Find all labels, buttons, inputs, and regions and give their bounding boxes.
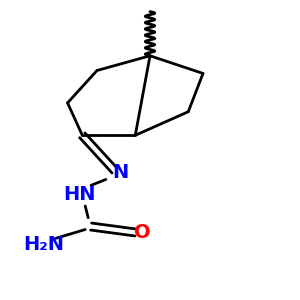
- Text: H₂N: H₂N: [23, 235, 64, 254]
- Text: N: N: [112, 163, 129, 182]
- Text: HN: HN: [63, 185, 96, 204]
- Text: O: O: [134, 223, 151, 242]
